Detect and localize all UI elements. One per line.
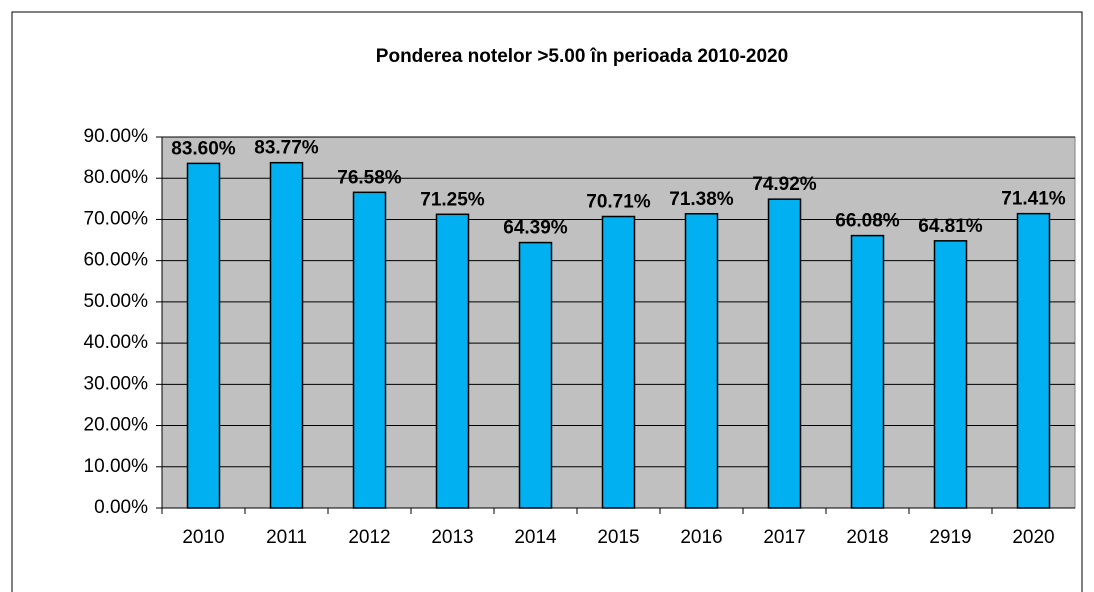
- y-tick-label: 30.00%: [84, 373, 149, 394]
- bar: [269, 161, 304, 509]
- bar: [684, 213, 719, 509]
- bar: [933, 240, 968, 509]
- x-tick-label: 2919: [929, 527, 971, 548]
- bar: [186, 162, 221, 509]
- data-label: 83.60%: [171, 138, 236, 159]
- x-tick-label: 2010: [182, 527, 224, 548]
- y-tick-label: 0.00%: [94, 497, 148, 518]
- data-label: 71.25%: [420, 189, 485, 210]
- bar: [601, 215, 636, 509]
- x-tick-label: 2011: [266, 527, 307, 548]
- bar: [850, 234, 885, 509]
- y-tick-label: 60.00%: [84, 250, 149, 271]
- data-label: 71.41%: [1001, 189, 1066, 210]
- x-tick-label: 2014: [514, 527, 557, 548]
- y-tick-label: 90.00%: [84, 126, 149, 147]
- data-label: 66.08%: [835, 211, 900, 232]
- y-tick-label: 40.00%: [84, 332, 149, 353]
- y-tick-label: 80.00%: [84, 167, 149, 188]
- y-tick-label: 20.00%: [84, 415, 149, 436]
- data-label: 64.81%: [918, 216, 983, 237]
- y-tick-label: 10.00%: [84, 456, 149, 477]
- bar: [767, 198, 802, 509]
- bar: [518, 241, 553, 509]
- chart-title: Ponderea notelor >5.00 în perioada 2010-…: [376, 46, 788, 67]
- data-label: 64.39%: [503, 218, 568, 239]
- x-tick-label: 2017: [763, 527, 805, 548]
- bar: [435, 213, 470, 509]
- bar: [1016, 212, 1051, 509]
- y-tick-label: 50.00%: [84, 291, 149, 312]
- data-label: 74.92%: [752, 174, 817, 195]
- x-tick-label: 2013: [431, 527, 473, 548]
- data-label: 83.77%: [254, 138, 319, 159]
- x-tick-label: 2015: [597, 527, 639, 548]
- x-tick-label: 2016: [680, 527, 722, 548]
- x-tick-label: 2018: [846, 527, 888, 548]
- bar: [352, 191, 387, 509]
- data-label: 71.38%: [669, 189, 734, 210]
- data-label: 76.58%: [337, 167, 402, 188]
- x-tick-label: 2012: [348, 527, 390, 548]
- data-label: 70.71%: [586, 192, 651, 213]
- y-tick-label: 70.00%: [84, 208, 149, 229]
- x-tick-label: 2020: [1012, 527, 1054, 548]
